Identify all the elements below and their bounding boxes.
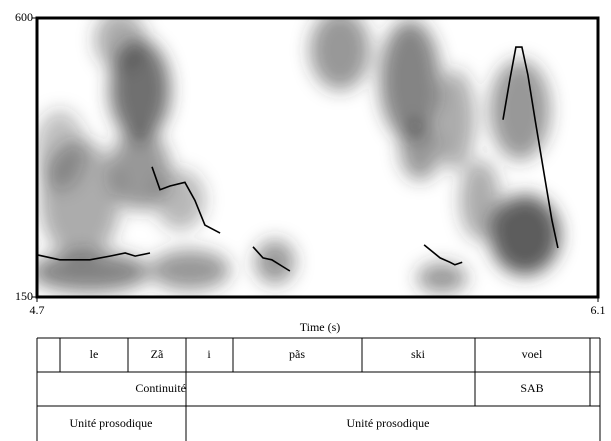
tier-label: pãs — [289, 347, 305, 361]
plot-frame — [35, 16, 600, 299]
x-tick-label: 6.1 — [591, 303, 606, 317]
textgrid — [36, 337, 601, 441]
spectrogram — [37, 18, 560, 293]
tier-label: le — [90, 347, 99, 361]
tier-label: i — [207, 347, 211, 361]
y-tick-label: 600 — [15, 10, 33, 24]
tier-label: ski — [411, 347, 426, 361]
tier-label: Unité prosodique — [347, 416, 430, 430]
tier-label: Unité prosodique — [70, 416, 153, 430]
tier-label: Continuité — [135, 381, 186, 395]
x-tick-label: 4.7 — [30, 303, 45, 317]
y-tick-label: 150 — [15, 289, 33, 303]
tier-label: Zã — [151, 347, 164, 361]
x-axis-label: Time (s) — [300, 320, 341, 334]
tier-label: SAB — [520, 381, 543, 395]
tier-label: voel — [522, 347, 543, 361]
pitch-contour — [36, 46, 559, 272]
